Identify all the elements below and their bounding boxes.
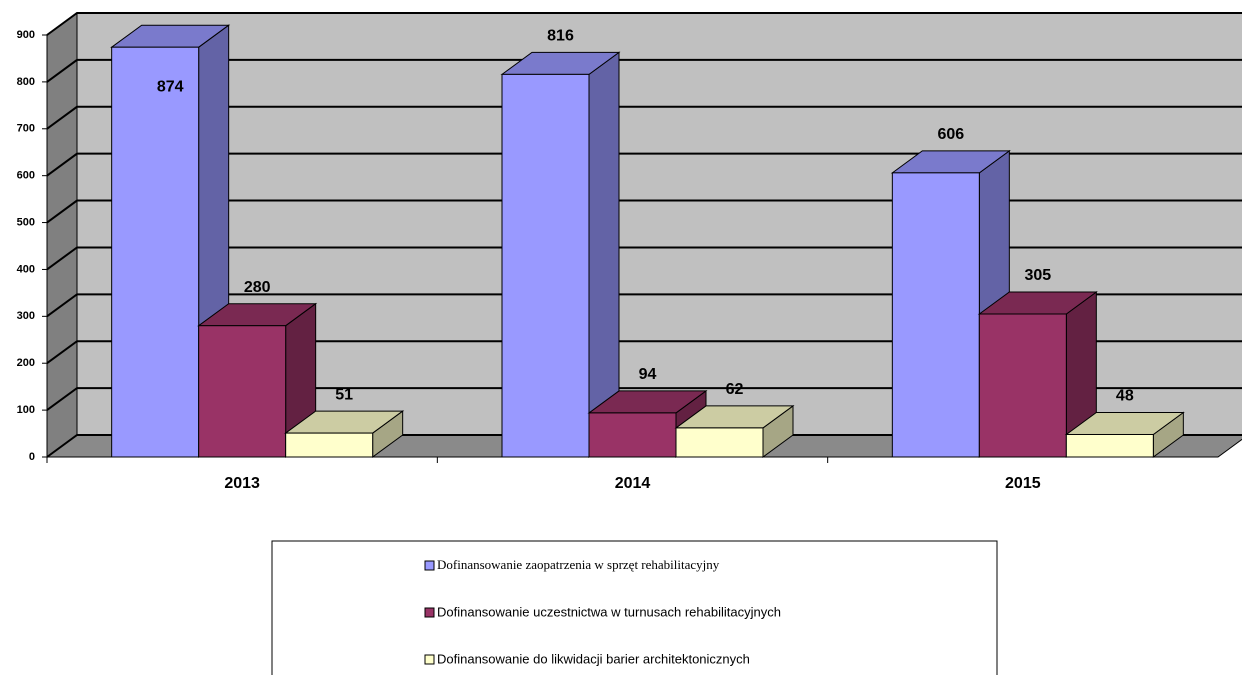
- y-tick-label: 0: [29, 451, 35, 463]
- bar: [588, 412, 677, 458]
- x-tick-label: 2014: [615, 475, 651, 492]
- legend-label: Dofinansowanie zaopatrzenia w sprzęt reh…: [437, 557, 720, 572]
- grid-line: [46, 12, 1242, 36]
- value-label: 280: [244, 279, 271, 296]
- y-tick-label: 800: [17, 76, 35, 88]
- legend-label: Dofinansowanie do likwidacji barier arch…: [437, 651, 750, 666]
- legend-swatch: [424, 607, 435, 618]
- value-label: 816: [547, 28, 574, 45]
- value-label: 51: [335, 386, 353, 403]
- grid-line: [46, 387, 1242, 411]
- grid-line: [46, 293, 1242, 318]
- value-label: 62: [726, 381, 744, 398]
- legend-box: [271, 540, 998, 675]
- grid-line: [46, 340, 1242, 365]
- bar: [978, 313, 1067, 458]
- y-tick-label: 500: [17, 216, 35, 228]
- bar: [198, 325, 287, 458]
- x-tick-label: 2013: [224, 475, 260, 492]
- y-tick-label: 200: [17, 357, 35, 369]
- y-tick-label: 700: [17, 123, 35, 135]
- grid-line: [46, 434, 1242, 458]
- grid-line: [46, 152, 1242, 177]
- bar: [501, 73, 590, 458]
- value-label: 305: [1024, 267, 1051, 284]
- bar: [1065, 433, 1154, 458]
- grid-line: [46, 199, 1242, 224]
- bar: [285, 432, 374, 458]
- bar: [891, 172, 980, 458]
- y-tick-label: 300: [17, 310, 35, 322]
- grid-line: [46, 105, 1242, 130]
- bar: [675, 427, 764, 458]
- value-label: 94: [639, 366, 657, 383]
- legend-swatch: [424, 654, 435, 665]
- legend-swatch: [424, 560, 435, 571]
- grid-line: [46, 246, 1242, 271]
- y-tick-label: 600: [17, 170, 35, 182]
- legend-label: Dofinansowanie uczestnictwa w turnusach …: [437, 604, 781, 619]
- x-tick-label: 2015: [1005, 475, 1041, 492]
- value-label: 606: [937, 126, 964, 143]
- y-tick-label: 100: [17, 404, 35, 416]
- value-label: 874: [157, 78, 184, 95]
- value-label: 48: [1116, 388, 1134, 405]
- y-tick-label: 400: [17, 263, 35, 275]
- y-tick-label: 900: [17, 29, 35, 41]
- grid-line: [46, 58, 1242, 83]
- bar: [111, 46, 200, 458]
